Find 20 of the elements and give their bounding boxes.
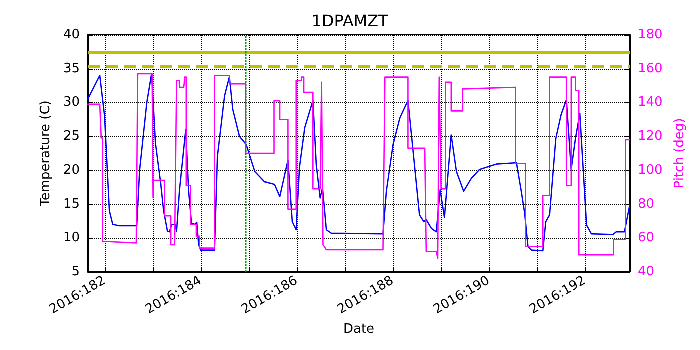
y-tick-label: 15 xyxy=(63,196,80,212)
y-tick-label: 5 xyxy=(72,264,80,280)
y-tick-label: 10 xyxy=(63,230,80,246)
y-tick-label: 25 xyxy=(63,129,80,144)
y2-tick-label: 140 xyxy=(638,95,663,110)
y2-tick-label: 40 xyxy=(638,264,655,280)
y2-tick-label: 120 xyxy=(638,129,663,144)
y-axis-title: Temperature (C) xyxy=(38,100,54,208)
chart-title: 1DPAMZT xyxy=(312,12,389,30)
y2-tick-label: 160 xyxy=(638,61,663,76)
y-tick-label: 20 xyxy=(63,162,80,178)
y2-tick-label: 80 xyxy=(638,196,655,212)
y2-tick-label: 180 xyxy=(638,28,663,42)
y-tick-label: 30 xyxy=(63,95,80,110)
y2-axis-title: Pitch (deg) xyxy=(672,118,688,189)
y2-tick-label: 60 xyxy=(638,230,655,246)
x-axis-title: Date xyxy=(343,322,375,338)
y-tick-label: 35 xyxy=(63,61,80,76)
y-tick-label: 40 xyxy=(63,28,80,42)
y2-tick-label: 100 xyxy=(638,162,663,178)
